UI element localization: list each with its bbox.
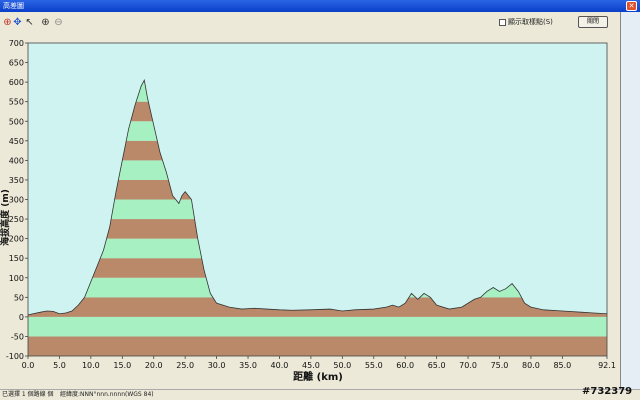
show-sample-checkbox[interactable] (499, 19, 506, 26)
x-tick-label: 85.0 (553, 361, 571, 370)
elevation-band (28, 316, 607, 337)
toolbar: ⊕ ✥ ↖ ⊕ ⊖ (0, 12, 620, 34)
y-tick-label: 250 (9, 215, 24, 224)
y-tick-label: 300 (9, 196, 24, 205)
elevation-line (27, 78, 608, 316)
x-tick-label: 65.0 (428, 361, 446, 370)
x-tick-label: 60.0 (396, 361, 414, 370)
x-tick-label: 30.0 (208, 361, 226, 370)
y-tick-label: 0 (19, 313, 24, 322)
x-axis-label: 距離 (km) (293, 370, 343, 383)
zoom-in-icon[interactable]: ⊕ (41, 17, 50, 28)
zoom-out-icon[interactable]: ⊖ (54, 17, 63, 28)
x-tick-label: 70.0 (459, 361, 477, 370)
close-button[interactable]: 關閉 (578, 16, 608, 28)
y-tick-label: 600 (9, 78, 24, 87)
x-tick-label: 80.0 (522, 361, 540, 370)
x-tick-label: 50.0 (333, 361, 351, 370)
y-tick-label: 350 (9, 176, 24, 185)
y-tick-label: -100 (6, 352, 24, 361)
y-tick-label: 500 (9, 117, 24, 126)
status-bar: 已選擇 1 個路線 個 經緯度:NNN°nnn.nnnn(WGS 84) (0, 389, 640, 400)
x-tick-label: 25.0 (176, 361, 194, 370)
x-tick-label: 75.0 (491, 361, 509, 370)
title-bar[interactable]: 高差圖 ✕ (0, 0, 640, 12)
y-tick-label: 150 (9, 254, 24, 263)
map-strip (620, 12, 640, 390)
x-tick-label: 45.0 (302, 361, 320, 370)
status-left: 已選擇 1 個路線 個 (2, 391, 54, 398)
select-icon[interactable]: ↖ (25, 17, 34, 28)
x-tick-label: 20.0 (145, 361, 163, 370)
y-tick-label: 50 (14, 293, 24, 302)
elevation-band (28, 336, 607, 356)
show-sample-label: 顯示取樣點(S) (508, 18, 553, 26)
y-tick-label: 550 (9, 98, 24, 107)
close-icon[interactable]: ✕ (626, 1, 637, 11)
y-tick-label: 700 (9, 39, 24, 48)
y-tick-label: 650 (9, 59, 24, 68)
crosshair-icon[interactable]: ⊕ (3, 17, 12, 28)
x-tick-label: 92.1 (598, 361, 616, 370)
x-tick-label: 5.0 (53, 361, 66, 370)
window-title: 高差圖 (3, 2, 24, 10)
x-tick-label: 0.0 (22, 361, 35, 370)
x-tick-label: 40.0 (271, 361, 289, 370)
status-coords: 經緯度:NNN°nnn.nnnn(WGS 84) (60, 391, 154, 398)
watermark: #732379 (582, 386, 633, 397)
y-tick-label: 100 (9, 274, 24, 283)
move-icon[interactable]: ✥ (13, 17, 22, 28)
elevation-chart: -100 -50 0 50 100 150 200 250 300 350 400 450 500 550… (0, 39, 616, 383)
x-tick-label: 10.0 (82, 361, 100, 370)
x-tick-label: 35.0 (239, 361, 257, 370)
y-axis-label: 海拔高度 (m) (0, 189, 11, 246)
x-tick-label: 55.0 (365, 361, 383, 370)
x-tick-label: 15.0 (113, 361, 131, 370)
y-tick-label: -50 (11, 332, 24, 341)
y-tick-label: 200 (9, 235, 24, 244)
y-tick-label: 400 (9, 156, 24, 165)
y-tick-label: 450 (9, 137, 24, 146)
